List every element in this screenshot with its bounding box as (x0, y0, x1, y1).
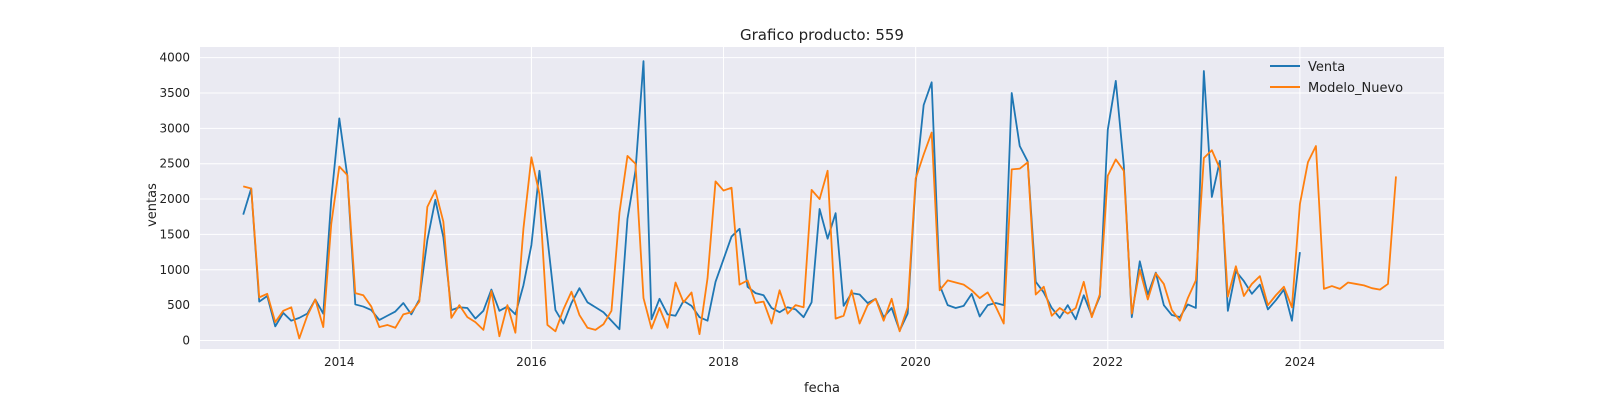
x-tick-label: 2024 (1285, 355, 1316, 369)
x-tick-label: 2022 (1093, 355, 1124, 369)
chart-title: Grafico producto: 559 (740, 26, 904, 44)
y-tick-label: 1000 (159, 263, 190, 277)
x-tick-label: 2018 (708, 355, 739, 369)
x-axis-label: fecha (804, 381, 840, 396)
y-axis-label: ventas (145, 183, 160, 227)
legend: Venta Modelo_Nuevo (1270, 60, 1403, 96)
y-tick-label: 3500 (159, 86, 190, 100)
legend-entry: Venta (1308, 60, 1345, 75)
y-tick-label: 0 (182, 334, 190, 348)
series-layer (242, 60, 1397, 340)
x-tick-label: 2014 (324, 355, 355, 369)
y-tick-label: 500 (167, 298, 190, 312)
y-tick-label: 1500 (159, 227, 190, 241)
y-tick-label: 2500 (159, 157, 190, 171)
x-tick-label: 2016 (516, 355, 547, 369)
y-tick-label: 4000 (159, 51, 190, 65)
y-tick-label: 3000 (159, 121, 190, 135)
legend-entry: Modelo_Nuevo (1308, 81, 1403, 96)
x-tick-label: 2020 (900, 355, 931, 369)
series-line-modelo-nuevo (242, 131, 1397, 340)
plot-background (200, 47, 1444, 349)
y-tick-label: 2000 (159, 192, 190, 206)
grid-lines (200, 47, 1444, 349)
tick-labels: 0 500 1000 1500 2000 2500 3000 3500 4000 2014 2016… (159, 51, 1315, 369)
